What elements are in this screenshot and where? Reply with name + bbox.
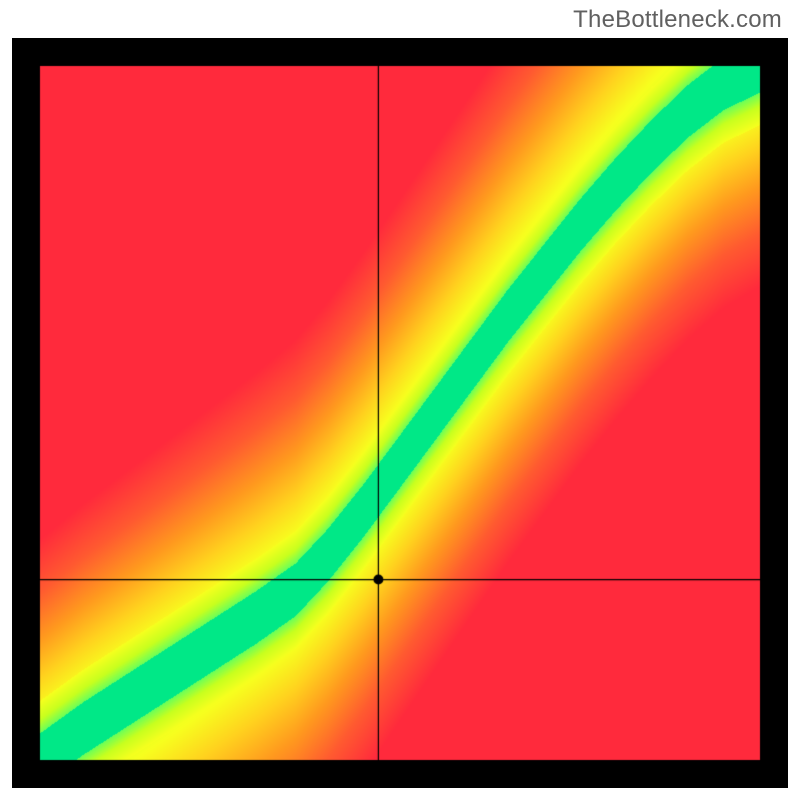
- chart-container: TheBottleneck.com: [0, 0, 800, 800]
- watermark-text: TheBottleneck.com: [573, 6, 782, 34]
- bottleneck-heatmap: [12, 38, 788, 788]
